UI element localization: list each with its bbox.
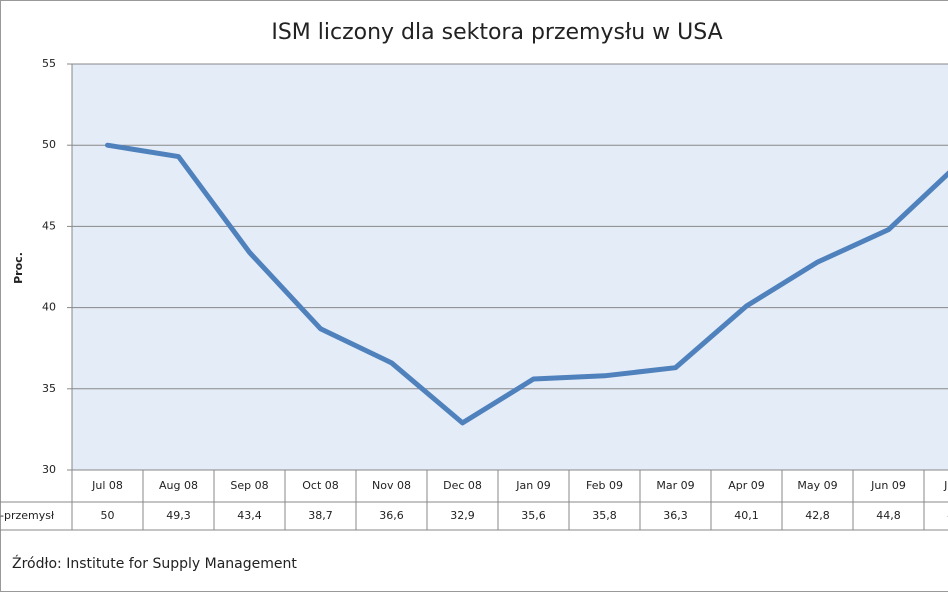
data-label: 32,9 bbox=[450, 509, 475, 522]
data-label: 40,1 bbox=[734, 509, 759, 522]
x-tick-label: May 09 bbox=[797, 479, 837, 492]
data-label: 36,3 bbox=[663, 509, 688, 522]
x-tick-label: Jan 09 bbox=[515, 479, 550, 492]
source-note: Źródło: Institute for Supply Management bbox=[12, 554, 297, 572]
x-tick-label: Jul 08 bbox=[91, 479, 123, 492]
plot-area bbox=[72, 64, 948, 470]
data-label: 50 bbox=[101, 509, 115, 522]
legend-label: -przemysł bbox=[0, 509, 55, 522]
data-label: 43,4 bbox=[237, 509, 262, 522]
x-tick-label: Jun 09 bbox=[870, 479, 906, 492]
y-tick-label: 30 bbox=[42, 463, 56, 476]
data-label: 35,6 bbox=[521, 509, 546, 522]
x-tick-label: Sep 08 bbox=[230, 479, 268, 492]
y-tick-label: 40 bbox=[42, 301, 56, 314]
y-tick-label: 35 bbox=[42, 382, 56, 395]
data-label: 35,8 bbox=[592, 509, 617, 522]
chart-title: ISM liczony dla sektora przemysłu w USA bbox=[271, 20, 722, 45]
data-label: 42,8 bbox=[805, 509, 830, 522]
x-tick-label: Dec 08 bbox=[443, 479, 482, 492]
y-axis-label: Proc. bbox=[12, 252, 25, 284]
data-label: 38,7 bbox=[308, 509, 333, 522]
x-tick-label: Oct 08 bbox=[302, 479, 339, 492]
x-tick-label: Apr 09 bbox=[728, 479, 765, 492]
x-tick-label: Nov 08 bbox=[372, 479, 411, 492]
data-label: 49,3 bbox=[166, 509, 191, 522]
x-tick-label: Mar 09 bbox=[656, 479, 694, 492]
x-tick-label: Aug 08 bbox=[159, 479, 198, 492]
y-tick-label: 45 bbox=[42, 219, 56, 232]
data-label: 36,6 bbox=[379, 509, 404, 522]
y-tick-label: 55 bbox=[42, 57, 56, 70]
x-tick-label: Jul 09 bbox=[943, 479, 948, 492]
x-tick-label: Feb 09 bbox=[586, 479, 623, 492]
y-tick-label: 50 bbox=[42, 138, 56, 151]
data-label: 44,8 bbox=[876, 509, 901, 522]
